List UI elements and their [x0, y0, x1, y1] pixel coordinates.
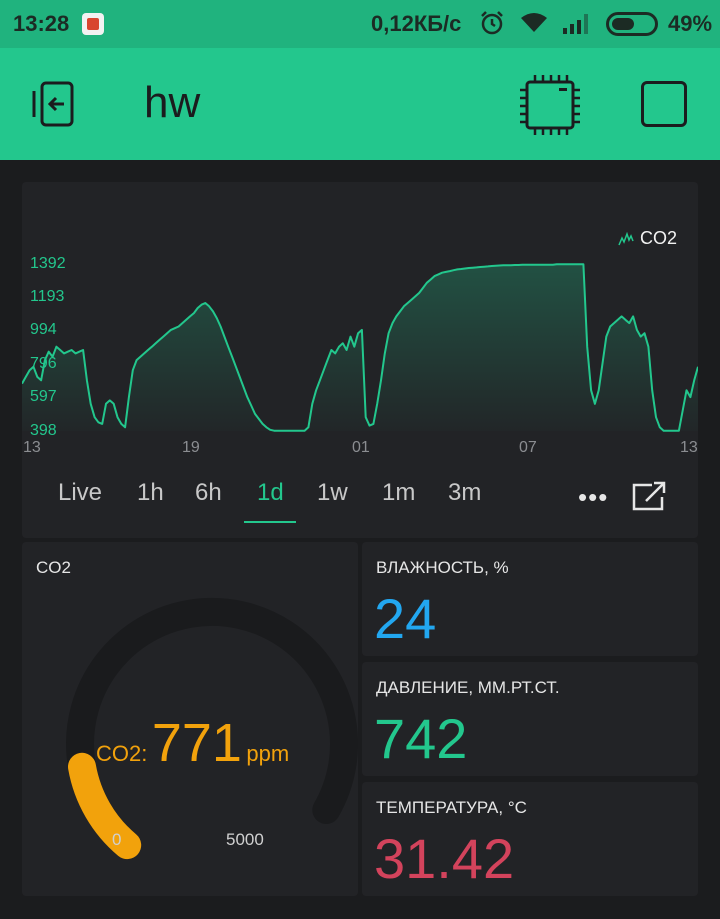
range-1d[interactable]: 1d	[257, 479, 284, 506]
pressure-widget[interactable]: ДАВЛЕНИЕ, ММ.РТ.СТ. 742	[362, 662, 698, 776]
range-6h[interactable]: 6h	[195, 479, 222, 506]
y-tick-label: 398	[30, 422, 57, 439]
x-tick-label: 07	[519, 439, 537, 456]
gauge-unit: ppm	[246, 741, 290, 766]
x-tick-label: 13	[23, 439, 41, 456]
app-bar: hw	[0, 48, 720, 160]
y-tick-label: 597	[30, 388, 57, 405]
range-1h[interactable]: 1h	[137, 479, 164, 506]
y-tick-label: 994	[30, 321, 57, 338]
x-tick-label: 01	[352, 439, 370, 456]
range-1w[interactable]: 1w	[317, 479, 348, 506]
project-title: hw	[144, 78, 201, 127]
line-series-icon	[618, 231, 634, 245]
wifi-icon	[521, 13, 547, 32]
screen-record-icon	[82, 13, 104, 35]
active-range-indicator	[244, 521, 296, 523]
superchart-widget[interactable]: CO2 1392 1193 994 796 597 398 13 19 01 0…	[22, 182, 698, 538]
range-3m[interactable]: 3m	[448, 479, 482, 506]
time-range-bar: Live 1h 6h 1d 1w 1m 3m •••	[22, 479, 698, 523]
status-time: 13:28	[13, 11, 70, 36]
y-tick-label: 1392	[30, 255, 66, 272]
gauge-fill	[68, 752, 142, 860]
gauge-value: CO2: 771 ppm	[96, 712, 289, 774]
legend-label: CO2	[640, 228, 678, 248]
stop-button[interactable]	[641, 81, 687, 127]
co2-chart	[22, 263, 698, 432]
more-options-button[interactable]: •••	[578, 482, 609, 512]
gauge-label: CO2	[36, 558, 71, 577]
humidity-value: 24	[374, 587, 437, 650]
chart-legend[interactable]: CO2	[618, 228, 677, 249]
signal-icon	[563, 14, 588, 34]
network-speed: 0,12КБ/с	[371, 11, 462, 36]
gauge-number: 771	[151, 713, 242, 773]
range-1m[interactable]: 1m	[382, 479, 416, 506]
x-tick-label: 19	[182, 439, 200, 456]
series-line-co2	[22, 263, 698, 432]
fullscreen-icon[interactable]	[632, 481, 666, 511]
status-bar: 13:28 0,12КБ/с 49%	[0, 0, 720, 48]
co2-gauge-widget[interactable]: CO2 CO2: 771 ppm 0 5000	[22, 542, 358, 896]
gauge-dial	[66, 597, 358, 860]
battery-icon	[606, 12, 658, 36]
series-area	[22, 264, 698, 431]
temperature-widget[interactable]: ТЕМПЕРАТУРА, °C 31.42	[362, 782, 698, 896]
humidity-label: ВЛАЖНОСТЬ, %	[376, 558, 509, 577]
alarm-icon	[481, 11, 503, 35]
temperature-value: 31.42	[374, 827, 515, 890]
x-tick-label: 13	[680, 439, 698, 456]
pressure-value: 742	[374, 707, 468, 770]
gauge-prefix: CO2:	[96, 741, 148, 766]
exit-icon[interactable]	[32, 81, 82, 127]
gauge-max: 5000	[226, 830, 264, 849]
gauge-min: 0	[112, 830, 122, 849]
battery-percent: 49%	[668, 11, 713, 36]
device-chip-icon[interactable]	[519, 74, 581, 136]
y-tick-label: 796	[30, 355, 57, 372]
y-tick-label: 1193	[30, 288, 65, 305]
temperature-label: ТЕМПЕРАТУРА, °C	[376, 798, 527, 817]
range-live[interactable]: Live	[58, 479, 103, 506]
humidity-widget[interactable]: ВЛАЖНОСТЬ, % 24	[362, 542, 698, 656]
pressure-label: ДАВЛЕНИЕ, ММ.РТ.СТ.	[376, 678, 560, 697]
